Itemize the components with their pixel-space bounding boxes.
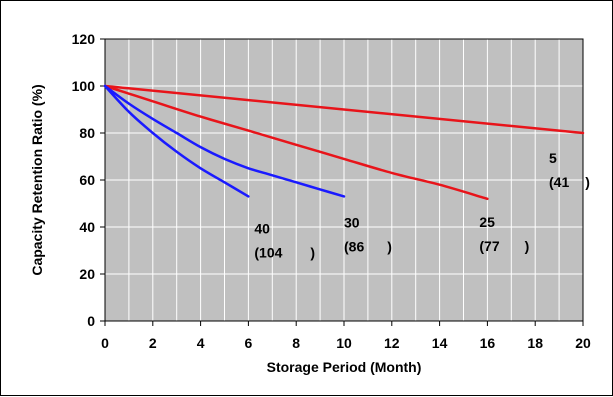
series-label-open: (41: [549, 174, 569, 190]
x-tick-label: 18: [527, 335, 543, 351]
x-tick-label: 20: [575, 335, 591, 351]
series-lines: [103, 84, 585, 201]
series-labels: 5 (41) 25 (77) 30 (86) 40 (104): [254, 150, 590, 260]
y-tick-label: 40: [79, 219, 95, 235]
series-label-name: 5: [549, 150, 557, 166]
axis-ticks: 0 2 4 6 8 10 12 14 16 18 20 0 20 40 60 80 100 120: [72, 31, 591, 351]
series-line-40: [103, 84, 250, 198]
series-line-5: [103, 84, 585, 135]
series-label-40: 40 (104): [254, 220, 315, 260]
x-tick-label: 0: [101, 335, 109, 351]
x-tick-label: 10: [336, 335, 352, 351]
series-label-close: ): [585, 174, 590, 190]
series-label-name: 40: [254, 220, 270, 236]
x-tick-label: 14: [432, 335, 448, 351]
x-tick-label: 6: [245, 335, 253, 351]
series-line-30: [103, 84, 346, 198]
series-line-25: [103, 84, 489, 201]
series-label-30: 30 (86): [344, 214, 392, 254]
y-tick-label: 60: [79, 172, 95, 188]
y-tick-label: 80: [79, 125, 95, 141]
series-label-open: (86: [344, 238, 364, 254]
series-label-close: ): [387, 238, 392, 254]
grid-lines: [105, 39, 583, 321]
series-label-5: 5 (41): [549, 150, 590, 190]
x-tick-label: 16: [480, 335, 496, 351]
x-tick-label: 8: [292, 335, 300, 351]
y-tick-label: 100: [72, 78, 96, 94]
y-tick-label: 0: [87, 313, 95, 329]
series-label-open: (104: [254, 244, 282, 260]
y-tick-label: 20: [79, 266, 95, 282]
series-label-25: 25 (77): [479, 214, 529, 254]
x-tick-label: 12: [384, 335, 400, 351]
series-label-name: 30: [344, 214, 360, 230]
x-axis-title: Storage Period (Month): [267, 359, 422, 375]
series-label-open: (77: [479, 238, 499, 254]
y-axis-title: Capacity Retention Ratio (%): [29, 84, 45, 275]
x-tick-label: 4: [197, 335, 205, 351]
series-label-name: 25: [479, 214, 495, 230]
x-tick-label: 2: [149, 335, 157, 351]
y-tick-label: 120: [72, 31, 96, 47]
series-label-close: ): [310, 244, 315, 260]
series-label-close: ): [525, 238, 530, 254]
